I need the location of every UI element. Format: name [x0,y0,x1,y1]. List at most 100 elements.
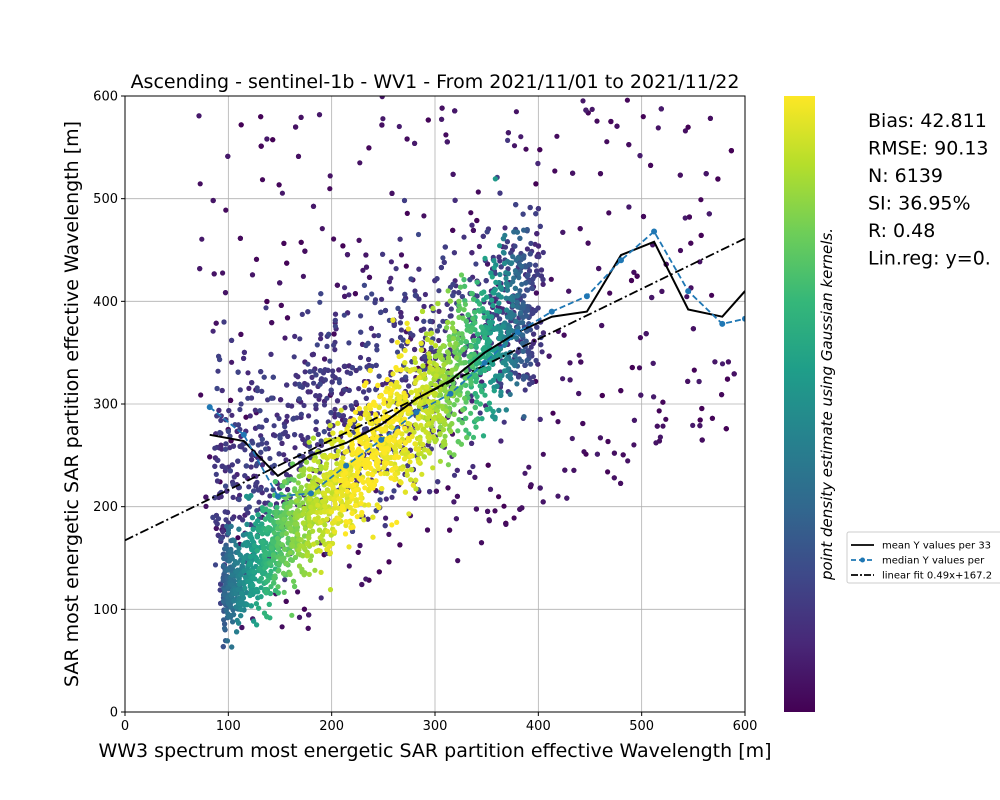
scatter-point [222,509,228,515]
scatter-point [379,96,385,100]
scatter-point [677,172,683,178]
scatter-point [433,488,439,494]
scatter-point [311,380,317,386]
scatter-point [513,202,519,208]
scatter-point [280,555,286,562]
scatter-point [310,351,316,357]
scatter-point [346,292,352,298]
scatter-point [267,502,273,508]
scatter-point [444,139,450,145]
scatter-point [229,337,235,343]
scatter-point [197,266,203,272]
scatter-point [502,368,508,374]
scatter-point [540,499,546,505]
scatter-point [278,302,284,308]
scatter-point [455,558,461,564]
scatter-point [496,300,502,306]
scatter-point [540,330,547,336]
scatter-point [376,569,382,575]
scatter-point [440,343,446,349]
scatter-point [386,531,392,538]
scatter-point [437,431,443,437]
scatter-point [313,402,319,408]
scatter-point [326,331,332,337]
scatter-point [276,567,282,573]
scatter-point [533,181,539,187]
scatter-point [497,190,503,196]
scatter-point [476,243,482,250]
scatter-point [416,266,422,272]
scatter-point [457,392,463,398]
scatter-point [523,374,529,380]
scatter-point [305,434,311,441]
scatter-point [439,116,445,122]
scatter-point [629,364,635,371]
scatter-point [396,123,402,130]
scatter-point [605,438,611,445]
scatter-point [731,371,737,377]
scatter-point [400,337,406,343]
scatter-point [655,125,661,131]
scatter-point [640,213,647,220]
scatter-point [447,527,453,533]
scatter-point [318,331,324,337]
scatter-point [535,160,541,167]
scatter-point [492,176,498,182]
scatter-point [277,435,283,441]
scatter-point [422,291,428,298]
scatter-point [498,389,504,395]
scatter-point [501,260,508,267]
scatter-point [273,509,279,515]
scatter-point [537,416,543,422]
scatter-point [634,273,640,279]
scatter-point [728,148,735,154]
scatter-point [292,445,298,451]
scatter-point [229,359,235,365]
scatter-point [388,259,394,265]
scatter-point [318,442,324,448]
scatter-point [453,516,459,522]
scatter-point [322,377,328,383]
scatter-point [650,360,656,366]
scatter-point [236,496,242,503]
scatter-point [631,442,637,448]
scatter-point [282,424,288,430]
scatter-point [366,145,372,151]
scatter-point [290,543,296,549]
scatter-point [463,415,469,421]
scatter-point [293,372,299,378]
scatter-point [532,241,538,247]
scatter-point [229,412,235,418]
scatter-point [305,309,311,315]
scatter-point [465,390,471,396]
scatter-point [518,263,525,269]
scatter-point [497,376,503,382]
scatter-point [515,271,521,277]
scatter-point [221,319,227,325]
scatter-point [287,525,293,532]
scatter-point [483,278,489,284]
scatter-point [467,354,473,360]
scatter-point [346,340,352,346]
scatter-point [317,535,323,541]
scatter-point [331,236,337,242]
scatter-point [447,313,453,319]
scatter-point [412,140,418,146]
scatter-point [512,268,519,274]
scatter-point [336,380,342,386]
scatter-point [259,462,265,468]
scatter-point [306,473,312,479]
scatter-point [254,533,260,539]
scatter-point [210,197,216,204]
scatter-point [290,416,296,422]
scatter-point [248,493,254,499]
scatter-point [280,520,286,527]
scatter-point [462,359,468,366]
scatter-point [446,400,452,406]
scatter-point [452,197,458,203]
scatter-point [242,574,248,580]
scatter-point [434,328,441,334]
scatter-point [404,136,410,142]
scatter-point [640,114,646,120]
scatter-point [269,320,275,326]
